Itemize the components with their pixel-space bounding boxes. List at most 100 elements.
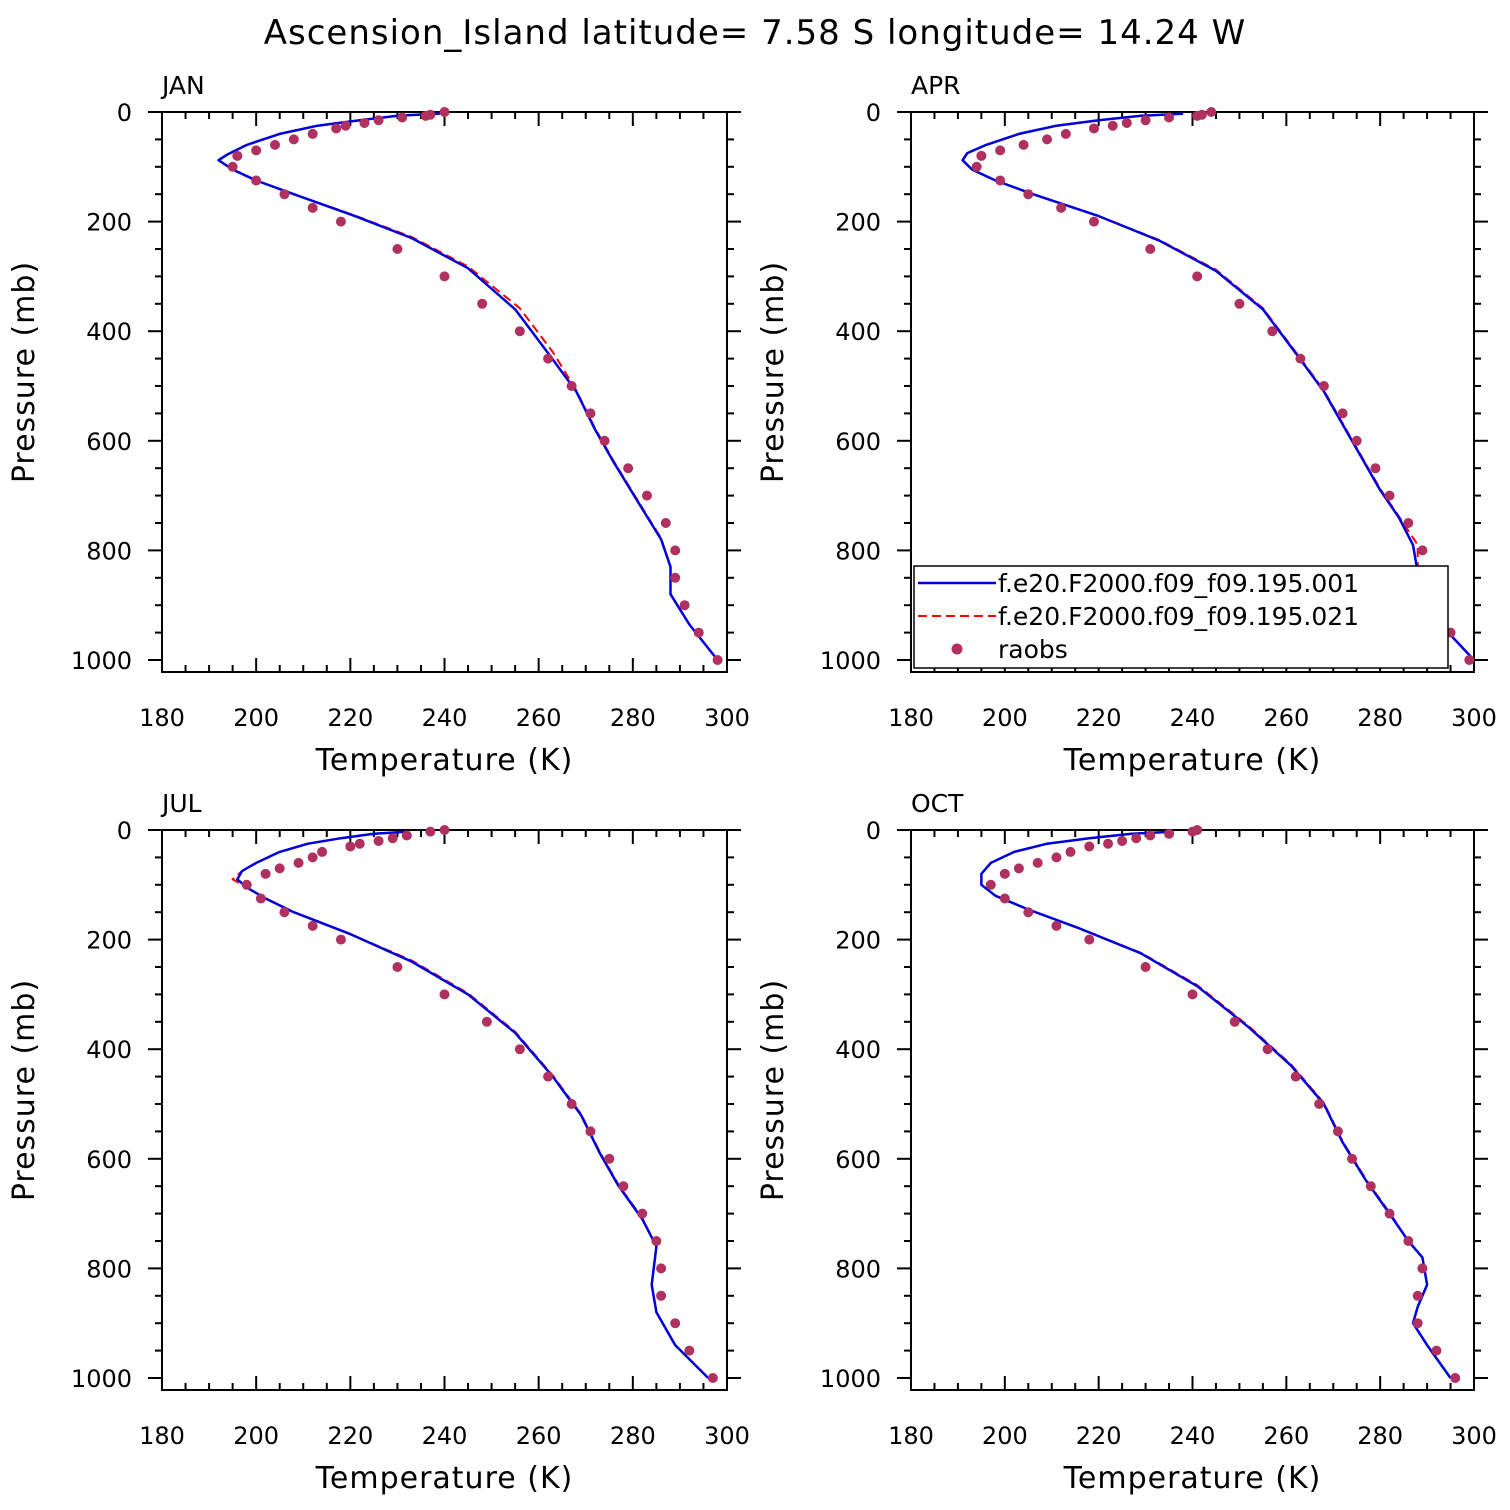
raobs-point [439,107,450,117]
y-tick-label: 400 [835,1036,881,1064]
raobs-point [637,1208,648,1219]
raobs-point [985,879,996,890]
y-tick-label: 1000 [71,647,132,675]
raobs-point [1412,1290,1423,1301]
y-axis-title: Pressure (mb) [7,261,42,483]
raobs-point [481,1016,492,1027]
x-tick-label: 220 [327,704,373,732]
raobs-point [623,463,634,474]
raobs-point [401,830,412,841]
raobs-point [335,934,346,945]
panel-oct: OCT 180 200 220 240 260 280 300 0 200 400 600 800 100… [756,789,1497,1496]
y-axis-title: Pressure (mb) [756,979,791,1201]
y-tick-label: 600 [86,428,132,456]
x-tick-label: 280 [1357,1422,1403,1450]
raobs-point [1187,826,1198,837]
raobs-point [1103,838,1114,849]
raobs-point [1337,408,1348,419]
raobs-point [995,145,1006,156]
legend-label: f.e20.F2000.f09_f09.195.001 [998,569,1359,598]
legend-label: f.e20.F2000.f09_f09.195.021 [998,602,1359,631]
y-axis-title: Pressure (mb) [756,261,791,483]
raobs-point [288,134,299,145]
panel-label-apr: APR [911,71,961,100]
y-tick-label: 200 [835,927,881,955]
x-axis-title: Temperature (K) [315,1461,574,1496]
panel-jan: JAN 180 200 220 240 260 280 300 0 200 400 600 800 100… [7,71,750,778]
raobs-point [684,1345,695,1356]
raobs-point [359,117,370,128]
raobs-point [1088,216,1099,227]
legend-label: raobs [998,635,1068,664]
x-tick-label: 300 [704,704,750,732]
raobs-point [1450,1373,1461,1383]
raobs-point [712,655,723,665]
y-tick-label: 1000 [820,647,881,675]
raobs-point [670,1318,681,1329]
raobs-point [439,271,450,282]
raobs-point [1412,1318,1423,1329]
raobs-point [1065,846,1076,857]
y-tick-label: 1000 [71,1365,132,1393]
y-tick-label: 600 [86,1146,132,1174]
x-tick-label: 220 [1076,704,1122,732]
raobs-point [1051,920,1062,931]
raobs-point [1051,852,1062,863]
series-line-001 [217,112,719,661]
raobs-point [373,115,384,126]
raobs-point [1145,830,1156,841]
y-tick-label: 800 [835,537,881,565]
raobs-point [232,150,243,161]
panel-label-jul: JUL [160,789,202,818]
x-tick-label: 300 [1451,1422,1497,1450]
x-axis-title: Temperature (K) [1063,743,1322,778]
x-tick-label: 200 [233,704,279,732]
raobs-point [514,1044,525,1055]
raobs-point [255,893,266,904]
raobs-point [670,545,681,556]
raobs-point [599,435,610,446]
raobs-point [1042,134,1053,145]
raobs-point [387,833,398,844]
raobs-point [1056,202,1067,213]
raobs-point [307,202,318,213]
legend: f.e20.F2000.f09_f09.195.001 f.e20.F2000.f… [913,565,1449,669]
raobs-point [307,852,318,863]
y-tick-label: 600 [835,1146,881,1174]
raobs-point [1229,1016,1240,1027]
raobs-point [1032,857,1043,868]
raobs-point [1060,128,1071,139]
series-line-001 [980,830,1452,1379]
figure-title: Ascension_Island latitude= 7.58 S longit… [264,13,1247,53]
x-tick-label: 240 [1170,1422,1216,1450]
raobs-point [1234,298,1245,309]
raobs-point [660,518,671,528]
x-tick-label: 180 [888,704,934,732]
x-tick-label: 240 [422,1422,468,1450]
raobs-point [307,920,318,931]
raobs-point [1164,112,1175,123]
y-tick-label: 200 [86,927,132,955]
x-tick-label: 220 [1076,1422,1122,1450]
raobs-point [1384,1208,1395,1219]
series-line-001 [236,830,710,1379]
plot-area [961,112,1474,661]
raobs-point [1295,353,1306,364]
series-line-001 [961,112,1474,661]
panel-label-oct: OCT [911,789,964,818]
x-tick-label: 180 [139,704,185,732]
raobs-point [439,989,450,1000]
raobs-point [566,381,577,391]
raobs-point [1145,244,1156,254]
raobs-point [1403,518,1414,528]
raobs-point [1023,189,1034,200]
raobs-point [1140,115,1151,126]
raobs-point [307,128,318,139]
x-tick-label: 180 [139,1422,185,1450]
raobs-point [227,161,238,172]
raobs-point [317,846,328,857]
y-axis-title: Pressure (mb) [7,979,42,1201]
raobs-point [1107,120,1118,131]
